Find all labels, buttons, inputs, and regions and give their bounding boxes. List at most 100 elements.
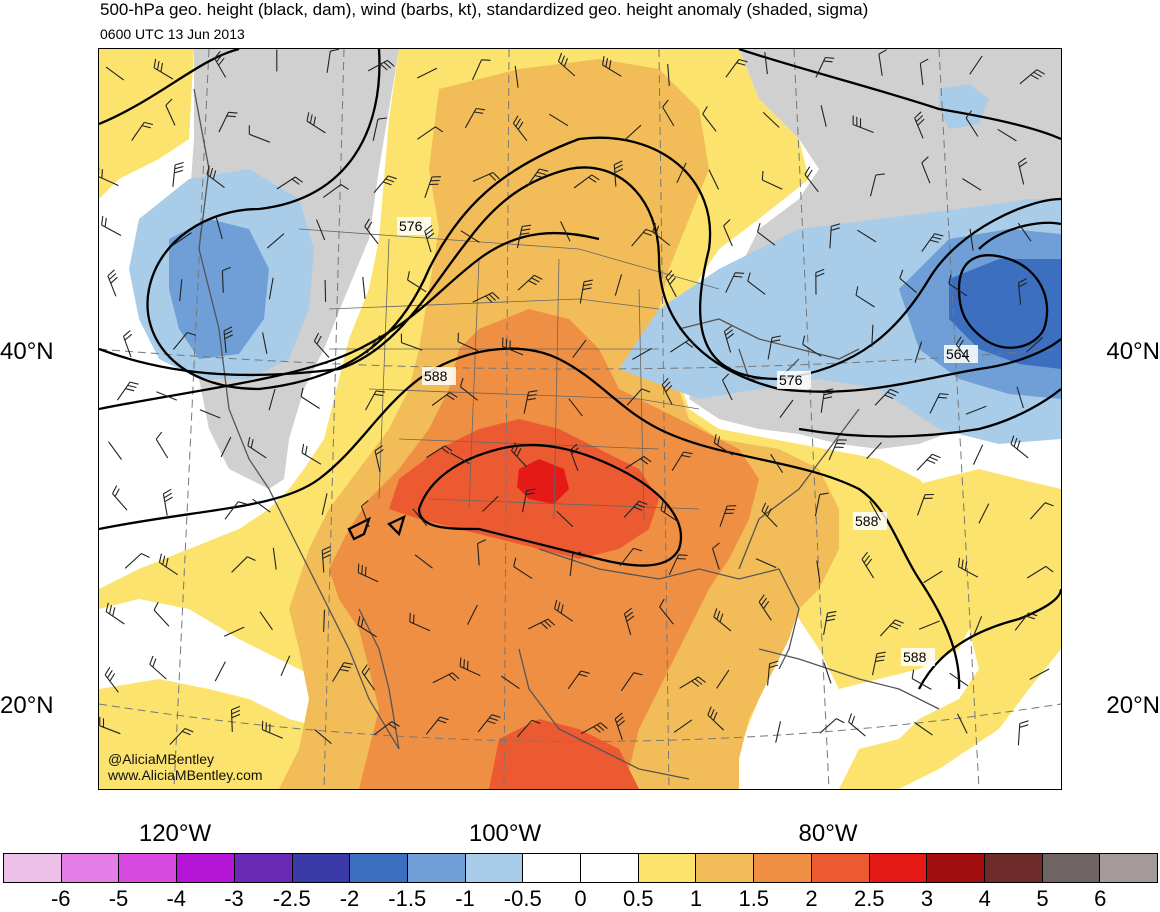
wind-barb [105,66,125,81]
wind-barb [770,453,784,473]
wind-barb [99,716,121,735]
wind-barb [104,666,119,693]
wind-barb [280,655,291,677]
wind-barb [247,436,267,459]
wind-barb [708,169,720,190]
map-panel: 576 588 564 576 588 588 [98,48,1062,790]
wind-barb [719,505,737,527]
wind-barb [747,272,766,295]
lon-label: 120°W [138,820,212,847]
wind-barb [223,326,234,353]
wind-barb [1014,612,1038,631]
wind-barb [723,219,733,247]
wind-barb [579,279,594,304]
wind-barb [366,335,381,354]
wind-barb [866,442,882,460]
colorbar-tick-label: 1.5 [738,886,770,911]
wind-barb [169,727,194,745]
colorbar-swatch [350,854,408,882]
wind-barb [626,388,651,406]
wind-barb [101,216,122,236]
wind-barb [978,503,990,524]
wind-barb [568,398,583,417]
wind-barb [652,223,671,246]
wind-barb [158,553,179,576]
wind-barb [521,488,536,513]
wind-barb [313,332,330,358]
wind-barb [914,341,923,363]
wind-barb [557,52,576,77]
anomaly-shade-neg-1.5-west [169,219,269,359]
wind-barb [957,713,968,734]
wind-barb [601,56,622,77]
height-contours [99,49,1061,690]
wind-barb [713,608,732,632]
colorbar-tick-label: 5 [1036,886,1049,911]
wind-barb [556,511,574,527]
colorbar-swatch [4,854,62,882]
wind-barb [517,274,543,291]
colorbar-tick-label: 2 [805,886,818,911]
wind-barb [416,67,438,79]
colorbar-swatch [407,854,466,882]
colorbar-swatch [234,854,293,882]
wind-barb [623,607,635,635]
wind-barb [122,330,133,358]
wind-barb [457,332,479,352]
wind-barb [861,551,875,579]
wind-barb [324,279,327,302]
wind-barb [673,719,693,733]
wind-barb [266,233,285,249]
wind-barb [911,669,932,690]
wind-barb [467,604,478,625]
wind-barb [214,51,227,78]
wind-barb [624,124,642,141]
colorbar-tick-label: -4 [166,886,187,911]
wind-barb [511,442,527,468]
wind-barb [614,712,626,740]
colorbar-tick-label: -2 [339,886,360,911]
wind-barb [314,728,332,745]
wind-barb [357,616,377,638]
wind-barb [764,52,768,75]
wind-barb [722,373,733,401]
wind-barb [459,377,479,401]
wind-barb [567,670,590,690]
wind-barb [231,556,256,573]
wind-barb [676,162,687,184]
wind-barb [252,498,271,513]
wind-barb [300,387,320,409]
wind-barb [848,713,866,737]
wind-barb [472,292,500,303]
wind-barb [716,669,730,689]
wind-barb [997,128,1017,142]
wind-barb [526,168,549,188]
wind-barb [153,601,170,627]
wind-barb [814,492,829,517]
wind-barb [659,598,674,625]
wind-barb [477,714,501,733]
wind-barb [172,232,192,246]
wind-barb [949,672,969,687]
lon-label: 80°W [798,820,858,847]
wind-barb [516,719,541,738]
wind-barb [221,266,231,293]
wind-barb [108,441,122,460]
wind-barb [407,271,427,293]
wind-barb [116,381,139,401]
colorbar-swatch [927,854,985,882]
wind-barb [1029,502,1054,520]
colorbar-tick-label: -0.5 [503,886,542,911]
wind-barb [554,599,574,622]
wind-barb [819,718,845,734]
wind-barb [367,59,395,72]
wind-barb [918,620,940,630]
wind-barb [620,672,643,692]
wind-barb [878,49,887,76]
lat-label-right: 20°N [1106,692,1160,719]
wind-barb [523,390,538,414]
wind-barb [613,160,624,187]
wind-barb [569,551,582,577]
wind-barb [871,651,886,676]
lat-label-left: 20°N [0,692,54,719]
